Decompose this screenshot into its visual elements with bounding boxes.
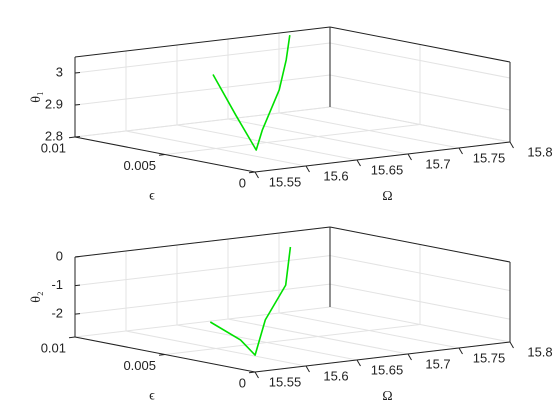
x-tick	[305, 165, 310, 173]
y-axis-label: ϵ	[149, 189, 155, 204]
y-tick	[248, 371, 256, 374]
x-axis-label: Ω	[382, 189, 392, 204]
box-edge	[74, 26, 331, 58]
x-tick	[356, 159, 361, 167]
grid-line	[164, 324, 421, 355]
x-tick-label: 15.8	[527, 144, 552, 159]
x-tick-label: 15.55	[269, 174, 302, 189]
x-tick-label: 15.65	[371, 162, 404, 177]
z-tick	[74, 284, 81, 287]
x-tick-label: 15.75	[473, 350, 506, 365]
grid-line	[164, 124, 421, 155]
x-tick-label: 15.7	[425, 156, 450, 171]
x-axis-label: Ω	[382, 389, 392, 404]
x-tick-label: 15.6	[323, 168, 348, 183]
box-edge	[254, 141, 511, 173]
grid-line	[329, 74, 511, 111]
y-tick-label: 0.005	[123, 158, 156, 173]
box-edge	[329, 226, 511, 263]
z-tick-label: 2.8	[45, 128, 63, 143]
x-tick	[305, 365, 310, 373]
x-tick	[458, 347, 463, 355]
z-tick-label: 0	[56, 248, 63, 263]
box-edge	[254, 341, 511, 373]
box-edge	[74, 226, 331, 258]
y-tick	[68, 336, 76, 339]
z-axis-label: θ₂	[29, 291, 44, 303]
z-tick	[74, 256, 81, 258]
z-tick	[74, 313, 81, 315]
z-tick	[74, 72, 81, 74]
z-tick-label: -1	[51, 277, 63, 292]
z-tick-label: -2	[51, 306, 63, 321]
x-tick	[509, 341, 514, 349]
y-tick	[158, 354, 166, 356]
y-tick-label: 0.01	[41, 340, 66, 355]
x-tick	[407, 153, 412, 161]
x-tick	[458, 147, 463, 155]
grid-line	[74, 306, 331, 338]
x-tick-label: 15.8	[527, 344, 552, 359]
grid-line	[74, 106, 331, 138]
y-tick	[68, 136, 76, 139]
x-tick	[254, 371, 259, 379]
x-tick	[407, 353, 412, 361]
x-tick-label: 15.55	[269, 374, 302, 389]
grid-line	[74, 255, 331, 287]
x-tick-label: 15.7	[425, 356, 450, 371]
y-axis-label: ϵ	[149, 389, 155, 404]
box-edge	[329, 26, 511, 63]
grid-line	[329, 255, 511, 292]
z-tick	[74, 104, 81, 106]
grid-line	[329, 42, 511, 79]
z-tick	[74, 136, 81, 138]
x-tick-label: 15.75	[473, 150, 506, 165]
x-tick	[509, 141, 514, 149]
x-tick-label: 15.65	[371, 362, 404, 377]
y-tick-label: 0	[239, 375, 246, 390]
x-tick	[356, 359, 361, 367]
curve	[209, 246, 292, 356]
z-tick-label: 2.9	[45, 96, 63, 111]
x-tick-label: 15.6	[323, 368, 348, 383]
z-axis-label: θ₁	[29, 91, 44, 103]
x-tick	[254, 171, 259, 179]
grid-line	[74, 283, 331, 315]
grid-line	[74, 74, 331, 106]
y-tick-label: 0.01	[41, 140, 66, 155]
grid-line	[74, 42, 331, 74]
grid-line	[329, 283, 511, 320]
z-tick-label: 3	[56, 64, 63, 79]
grid-line	[329, 106, 511, 143]
curve	[212, 34, 291, 151]
y-tick	[158, 154, 166, 156]
y-tick	[248, 171, 256, 174]
y-tick-label: 0.005	[123, 358, 156, 373]
y-tick-label: 0	[239, 175, 246, 190]
